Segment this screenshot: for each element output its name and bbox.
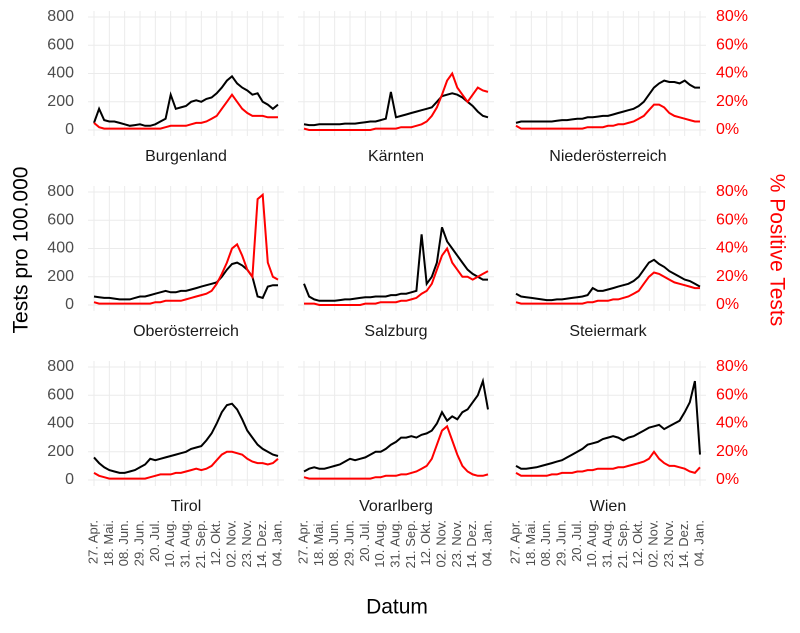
y-tick-label: 600 (47, 211, 74, 228)
y-tick-label: 200 (47, 443, 74, 460)
y-tick-label: 800 (47, 183, 74, 200)
series-line (303, 226, 488, 302)
x-tick-label: 29. Jun. (553, 520, 568, 566)
series-line (515, 271, 700, 305)
x-tick-label: 08. Jun. (116, 520, 131, 566)
x-tick-label: 02. Nov. (433, 520, 448, 567)
x-tick-label: 27. Apr. (507, 520, 522, 564)
y2-tick-label: 80% (716, 183, 748, 200)
x-tick-label: 10. Aug. (584, 520, 599, 568)
facet-title: Oberösterreich (133, 323, 239, 340)
x-tick-label: 14. Dez. (676, 520, 691, 568)
x-tick-label: 04. Jan. (691, 520, 706, 566)
series-line (303, 91, 489, 127)
y2-tick-label: 0% (716, 121, 739, 138)
x-tick-label: 08. Jun. (326, 520, 341, 566)
x-tick-label: 21. Sep. (193, 520, 208, 568)
x-tick-label: 18. Mai. (311, 520, 326, 566)
y2-axis-title: % Positive Tests (765, 174, 788, 327)
series-line (303, 424, 489, 480)
x-tick-label: 10. Aug. (162, 520, 177, 568)
y-tick-label: 600 (47, 36, 74, 53)
series-line (93, 450, 279, 480)
y2-tick-label: 20% (716, 268, 748, 285)
series-line (515, 79, 700, 124)
y2-tick-label: 0% (716, 471, 739, 488)
x-tick-label: 31. Aug. (599, 520, 614, 568)
y2-tick-label: 80% (716, 8, 748, 25)
x-tick-label: 31. Aug. (177, 520, 192, 568)
x-tick-label: 04. Jan. (269, 520, 284, 566)
x-tick-label: 08. Jun. (538, 520, 553, 566)
y-tick-label: 800 (47, 358, 74, 375)
x-tick-label: 18. Mai. (523, 520, 538, 566)
x-tick-label: 02. Nov. (223, 520, 238, 567)
facet-title: Vorarlberg (359, 498, 433, 515)
x-tick-label: 12. Okt. (630, 520, 645, 566)
series-line (93, 402, 279, 474)
y-tick-label: 0 (65, 296, 74, 313)
x-tick-label: 27. Apr. (295, 520, 310, 564)
x-tick-label: 20. Jul. (569, 520, 584, 562)
y2-tick-label: 60% (716, 386, 748, 403)
facet-title: Wien (590, 498, 626, 515)
facet-title: Steiermark (569, 323, 647, 340)
x-tick-label: 14. Dez. (464, 520, 479, 568)
series-line (303, 377, 489, 473)
y2-tick-label: 60% (716, 211, 748, 228)
y-axis-title: Tests pro 100.000 (10, 167, 33, 334)
x-tick-label: 27. Apr. (85, 520, 100, 564)
x-tick-label: 29. Jun. (131, 520, 146, 566)
y-tick-label: 600 (47, 386, 74, 403)
y-tick-label: 0 (65, 471, 74, 488)
x-tick-label: 20. Jul. (357, 520, 372, 562)
series-line (93, 192, 279, 305)
x-tick-label: 21. Sep. (403, 520, 418, 568)
series-line (515, 380, 701, 470)
y-tick-label: 0 (65, 121, 74, 138)
x-tick-label: 12. Okt. (418, 520, 433, 566)
y-tick-label: 200 (47, 268, 74, 285)
y2-tick-label: 60% (716, 36, 748, 53)
y-tick-label: 800 (47, 8, 74, 25)
facet-title: Tirol (171, 498, 202, 515)
facet-title: Niederösterreich (549, 148, 666, 165)
x-tick-label: 02. Nov. (645, 520, 660, 567)
facet-title: Burgenland (145, 148, 227, 165)
x-tick-label: 31. Aug. (387, 520, 402, 568)
y2-tick-label: 20% (716, 443, 748, 460)
y-tick-label: 400 (47, 415, 74, 432)
y-tick-label: 400 (47, 240, 74, 257)
y2-tick-label: 80% (716, 358, 748, 375)
y2-tick-label: 40% (716, 415, 748, 432)
facet-title: Salzburg (364, 323, 427, 340)
x-tick-label: 10. Aug. (372, 520, 387, 568)
series-line (93, 74, 279, 127)
x-tick-label: 29. Jun. (341, 520, 356, 566)
x-axis-title: Datum (366, 596, 428, 619)
series-line (304, 246, 489, 306)
x-tick-label: 14. Dez. (254, 520, 269, 568)
x-tick-label: 18. Mai. (101, 520, 116, 566)
x-tick-label: 23. Nov. (449, 520, 464, 567)
series-line (515, 258, 701, 302)
x-tick-label: 21. Sep. (615, 520, 630, 568)
series-line (515, 103, 700, 130)
y2-tick-label: 40% (716, 65, 748, 82)
x-tick-label: 12. Okt. (208, 520, 223, 566)
y-tick-label: 400 (47, 65, 74, 82)
series-line (515, 450, 701, 477)
y-tick-label: 200 (47, 93, 74, 110)
x-tick-label: 20. Jul. (147, 520, 162, 562)
series-line (303, 71, 489, 131)
y2-tick-label: 0% (716, 296, 739, 313)
y2-tick-label: 40% (716, 240, 748, 257)
facet-title: Kärnten (368, 148, 424, 165)
x-tick-label: 23. Nov. (239, 520, 254, 567)
x-tick-label: 23. Nov. (661, 520, 676, 567)
y2-tick-label: 20% (716, 93, 748, 110)
x-tick-label: 04. Jan. (479, 520, 494, 566)
series-line (93, 92, 278, 130)
